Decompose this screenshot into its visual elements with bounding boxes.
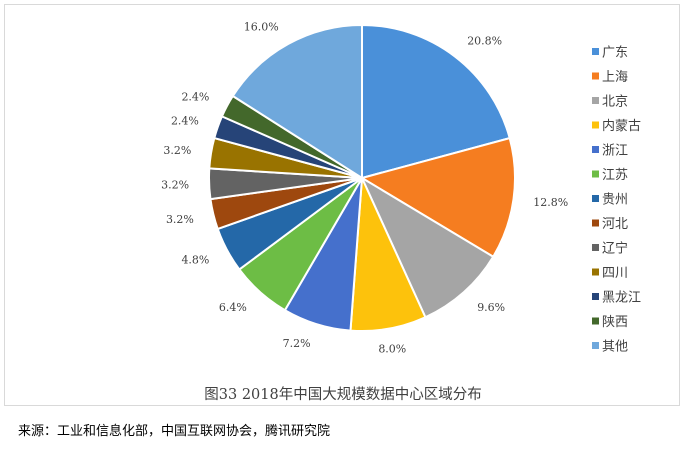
pie-slice-北京 [359, 175, 495, 319]
slice-percent-label: 9.6% [477, 301, 505, 314]
legend-swatch [592, 97, 599, 104]
legend-swatch [592, 170, 599, 178]
chart-caption: 图33 2018年中国大规模数据中心区域分布 [204, 387, 482, 403]
pie-slice-其他 [231, 23, 363, 180]
legend-swatch [592, 121, 599, 129]
legend-label: 辽宁 [602, 241, 628, 257]
legend-swatch [592, 293, 599, 300]
percentage-labels: 20.8% 12.8% 9.6% 8.0% 7.2% 6.4% 4.8% 3.2% 3.2% 3.… [161, 20, 568, 355]
slice-percent-label: 8.0% [378, 342, 406, 355]
pie-slice-上海 [359, 136, 516, 259]
legend-label: 广东 [602, 46, 628, 61]
legend-swatch [592, 268, 599, 276]
slice-percent-label: 4.8% [181, 253, 209, 266]
legend-label: 四川 [602, 266, 628, 281]
pie-slices [208, 23, 516, 332]
legend-label: 内蒙古 [602, 118, 641, 134]
legend-label: 北京 [602, 95, 628, 110]
legend-swatch [592, 195, 599, 202]
legend-swatch [592, 219, 599, 227]
slice-percent-label: 7.2% [283, 337, 311, 350]
slice-percent-label: 3.2% [163, 144, 191, 157]
slice-percent-label: 16.0% [244, 20, 279, 33]
pie-slice-广东 [361, 23, 511, 180]
source-note: 来源：工业和信息化部，中国互联网协会，腾讯研究院 [18, 424, 331, 439]
legend-label: 黑龙江 [602, 291, 641, 306]
chart-frame [4, 4, 680, 406]
slice-percent-label: 2.4% [181, 91, 209, 104]
slice-percent-label: 20.8% [467, 35, 502, 48]
legend-label: 浙江 [602, 144, 628, 159]
slice-percent-label: 12.8% [533, 196, 568, 209]
legend-swatch [592, 72, 599, 80]
legend-label: 其他 [602, 340, 628, 355]
legend-label: 河北 [602, 217, 628, 232]
slice-percent-label: 6.4% [219, 301, 247, 314]
legend-swatch [592, 146, 599, 153]
legend-swatch [592, 342, 599, 349]
legend-swatch [592, 317, 599, 325]
legend-label: 江苏 [602, 167, 628, 183]
legend-label: 上海 [602, 70, 628, 85]
legend-label: 陕西 [602, 315, 628, 330]
legend-label: 贵州 [602, 193, 628, 208]
legend-swatch [592, 48, 599, 55]
slice-percent-label: 2.4% [171, 114, 199, 127]
slice-percent-label: 3.2% [161, 179, 189, 192]
slice-percent-label: 3.2% [166, 213, 194, 226]
legend-swatch [592, 244, 599, 251]
